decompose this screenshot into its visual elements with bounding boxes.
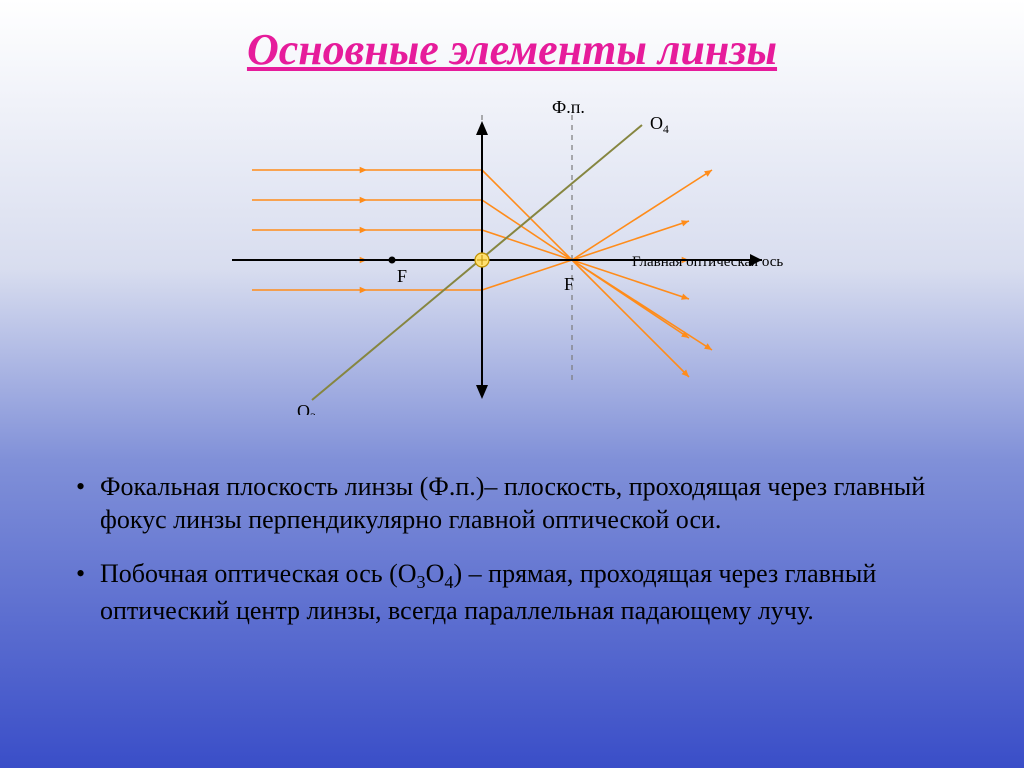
diagram-container: Ф.п. О4 О3 F F Главная оптическая ось (0, 85, 1024, 415)
slide-title: Основные элементы линзы (0, 0, 1024, 75)
lens-diagram: Ф.п. О4 О3 F F Главная оптическая ось (202, 85, 822, 415)
svg-text:F: F (397, 266, 407, 286)
svg-text:F: F (564, 274, 574, 294)
svg-text:О3: О3 (297, 401, 316, 415)
bullet-list: Фокальная плоскость линзы (Ф.п.)– плоско… (72, 470, 964, 647)
bullet-item: Фокальная плоскость линзы (Ф.п.)– плоско… (72, 470, 964, 537)
svg-text:Главная оптическая ось: Главная оптическая ось (632, 254, 783, 270)
svg-text:Ф.п.: Ф.п. (552, 97, 585, 117)
svg-text:О4: О4 (650, 113, 669, 136)
bullet-item: Побочная оптическая ось (О3О4) – прямая,… (72, 557, 964, 628)
slide: Основные элементы линзы Ф.п. О4 О3 F F Главна… (0, 0, 1024, 768)
